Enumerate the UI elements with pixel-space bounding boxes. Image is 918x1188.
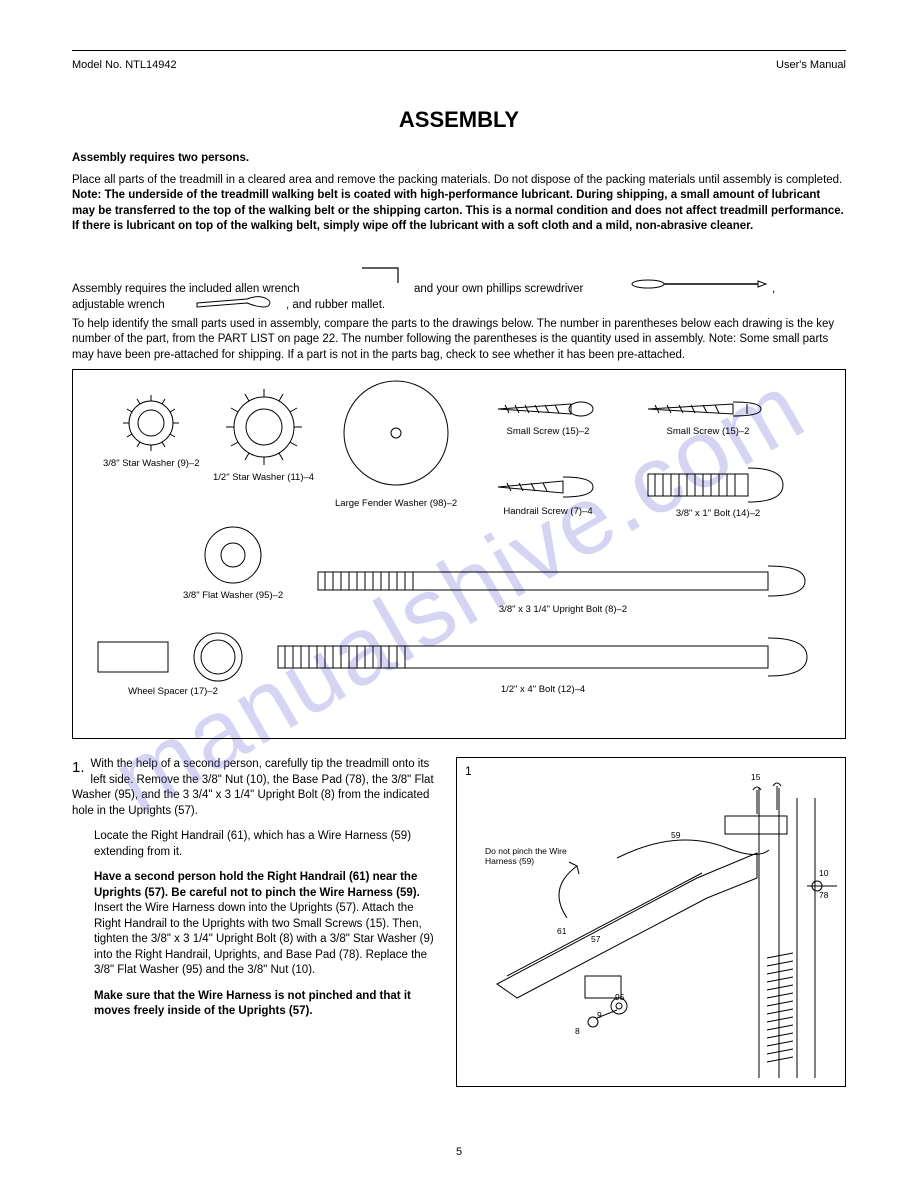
figure-1-box: 1: [456, 757, 846, 1087]
wrench-icon: [192, 289, 282, 311]
step1-p2: Locate the Right Handrail (61), which ha…: [94, 829, 438, 860]
screwdriver-icon: [630, 277, 770, 291]
fig-label-95: 95: [615, 992, 624, 1002]
fig-label-59: 59: [671, 830, 680, 840]
intro-block: Assembly requires two persons. Place all…: [72, 151, 846, 235]
hw-large-disc: Large Fender Washer (98)–2: [335, 378, 457, 509]
star-washer-small-icon: [116, 388, 186, 458]
hardware-box: 3/8" Star Washer (9)–2 1/2" S: [72, 369, 846, 739]
bolt-325-icon: [313, 558, 813, 604]
step1-p1: With the help of a second person, carefu…: [72, 758, 434, 817]
flat-washer-icon: [198, 520, 268, 590]
step-1-area: 1.With the help of a second person, care…: [72, 757, 846, 1087]
hw-screw-a: Small Screw (15)–2: [493, 392, 603, 437]
tools-sentence: Assembly requires the included allen wre…: [72, 247, 846, 307]
fig-label-10: 10: [819, 868, 828, 878]
fig-label-57: 57: [591, 934, 600, 944]
hw-star-small: 3/8" Star Washer (9)–2: [103, 388, 199, 469]
header-rule: [72, 50, 846, 51]
intro-line1: Assembly requires two persons.: [72, 152, 249, 164]
handrail-screw-icon: [493, 468, 603, 506]
page-container: Model No. NTL14942 User's Manual ASSEMBL…: [0, 0, 918, 1127]
fig-label-78: 78: [819, 890, 828, 900]
fig-label-pinch: Do not pinch the Wire Harness (59): [485, 846, 595, 866]
step1-p3-bold: Have a second person hold the Right Hand…: [94, 871, 420, 899]
hw-star-large: 1/2" Star Washer (11)–4: [213, 382, 314, 483]
step1-p4: Make sure that the Wire Harness is not p…: [94, 990, 411, 1018]
header-right: User's Manual: [776, 59, 846, 71]
page-number: 5: [0, 1146, 918, 1158]
fig-label-61: 61: [557, 926, 566, 936]
hw-bolt-short: 3/8" x 1" Bolt (14)–2: [643, 462, 793, 519]
figure-1-diagram: [457, 758, 845, 1086]
fig-label-8: 8: [575, 1026, 580, 1036]
header-left: Model No. NTL14942: [72, 59, 177, 71]
hw-bolt-325: 3/8" x 3 1/4" Upright Bolt (8)–2: [313, 558, 813, 615]
fig-number: 1: [465, 764, 472, 778]
hw-flat-washer: 3/8" Flat Washer (95)–2: [183, 520, 283, 601]
bolt-long-icon: [273, 630, 813, 684]
page-title: ASSEMBLY: [72, 107, 846, 133]
hw-handrail-screw: Handrail Screw (7)–4: [493, 468, 603, 517]
intro-line2-prefix: Place all parts of the treadmill in a cl…: [72, 174, 842, 186]
fender-washer-icon: [336, 378, 456, 498]
fig-label-9: 9: [597, 1010, 602, 1020]
bolt-short-icon: [643, 462, 793, 508]
small-screw-b-icon: [643, 392, 773, 426]
hw-bolt-long: 1/2" x 4" Bolt (12)–4: [273, 630, 813, 695]
header-line: Model No. NTL14942 User's Manual: [72, 59, 846, 71]
small-screw-a-icon: [493, 392, 603, 426]
step1-p3-rest: Insert the Wire Harness down into the Up…: [94, 902, 434, 976]
hw-wheel-spacer: Wheel Spacer (17)–2: [93, 628, 253, 697]
compare-text: To help identify the small parts used in…: [72, 317, 846, 364]
star-washer-large-icon: [219, 382, 309, 472]
step-1-text: 1.With the help of a second person, care…: [72, 757, 438, 1087]
hw-screw-b: Small Screw (15)–2: [643, 392, 773, 437]
allen-wrench-icon: [360, 265, 410, 285]
wheel-spacer-icon: [93, 628, 253, 686]
intro-line2-bold: Note: The underside of the treadmill wal…: [72, 189, 844, 232]
fig-label-15: 15: [751, 772, 760, 782]
